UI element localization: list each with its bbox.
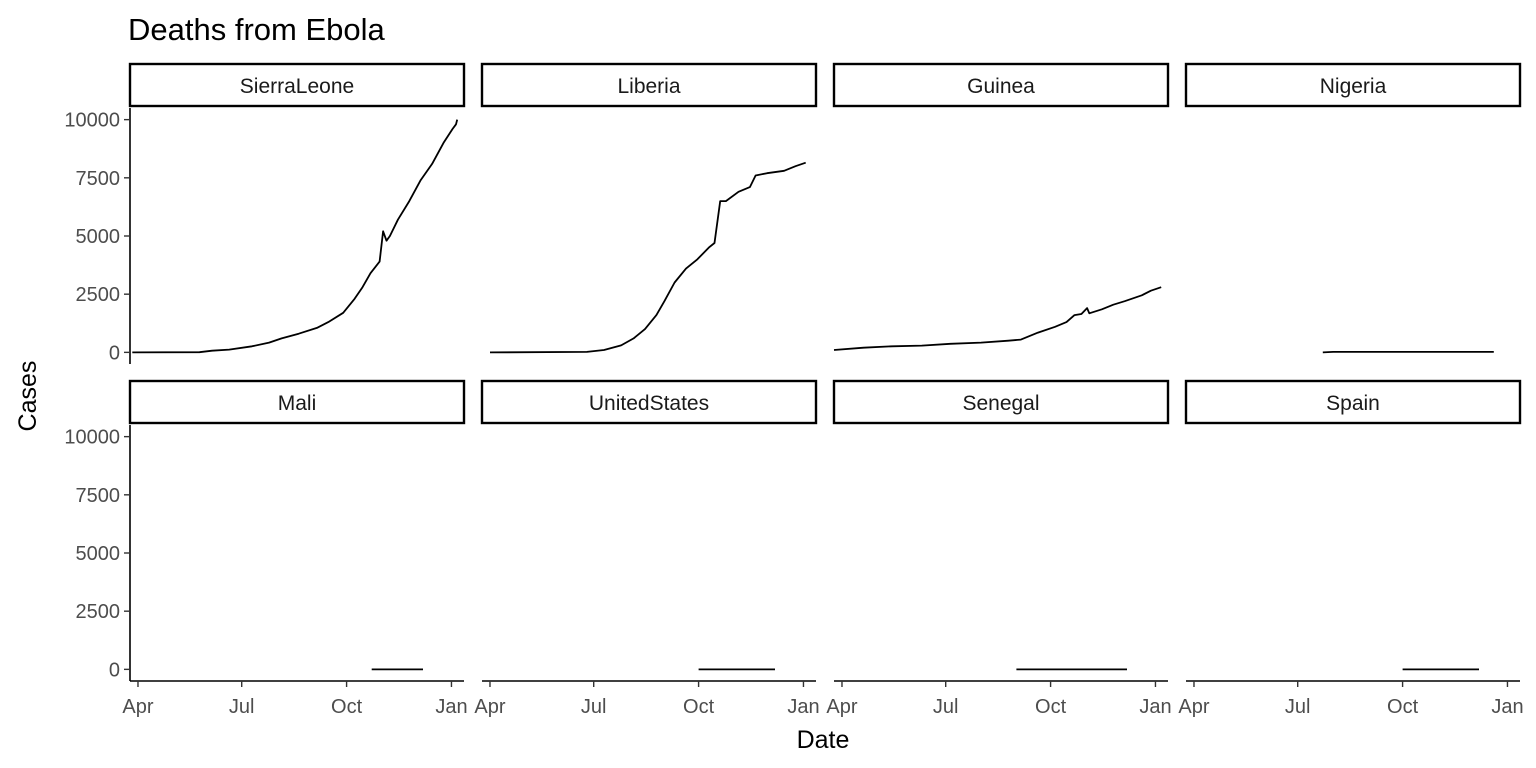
x-tick-label: Jan xyxy=(1491,696,1523,718)
x-tick-label: Jan xyxy=(787,696,819,718)
facet-strip xyxy=(128,62,466,108)
facet-strip xyxy=(1184,379,1522,425)
facet-panel: SierraLeone 0 2500 5000 7500 10000 xyxy=(64,62,466,364)
x-tick-label: Oct xyxy=(331,696,363,718)
facet-panel: Guinea xyxy=(832,62,1170,351)
series-line xyxy=(489,161,806,354)
facet-strip xyxy=(480,62,818,108)
facet-panel: Mali 0 2500 5000 7500 10000 Apr Jul Oct Jan xyxy=(64,379,468,718)
facet-strip-label: Spain xyxy=(1326,392,1380,415)
series-line xyxy=(833,286,1162,351)
facet-strip xyxy=(832,62,1170,108)
x-tick-label: Jul xyxy=(581,696,607,718)
x-tick-label: Jan xyxy=(435,696,467,718)
facet-panel: Senegal Apr Jul Oct Jan xyxy=(826,379,1172,718)
facet-strip-label: Liberia xyxy=(617,75,680,98)
y-tick-label: 10000 xyxy=(64,110,120,132)
y-tick-label: 0 xyxy=(109,659,120,681)
y-tick-label: 5000 xyxy=(76,543,121,565)
facet-strip-label: Senegal xyxy=(962,392,1039,415)
x-axis-title: Date xyxy=(797,726,850,754)
x-tick-label: Jan xyxy=(1139,696,1171,718)
chart-title: Deaths from Ebola xyxy=(128,12,385,47)
x-tick-label: Apr xyxy=(826,696,857,718)
y-tick-label: 0 xyxy=(109,342,120,364)
y-tick-label: 2500 xyxy=(76,601,121,623)
facet-strip xyxy=(1184,62,1522,108)
facet-strip-label: Guinea xyxy=(967,75,1035,98)
y-tick-label: 7500 xyxy=(76,485,121,507)
x-tick-label: Apr xyxy=(122,696,153,718)
x-tick-label: Apr xyxy=(474,696,505,718)
y-tick-label: 7500 xyxy=(76,168,121,190)
x-tick-label: Jul xyxy=(933,696,959,718)
facet-panel: Spain Apr Jul Oct Jan xyxy=(1178,379,1524,718)
facet-panel: Nigeria xyxy=(1184,62,1522,354)
facet-strip xyxy=(480,379,818,425)
y-tick-label: 2500 xyxy=(76,284,121,306)
facet-strip-label: Nigeria xyxy=(1320,75,1387,98)
y-tick-label: 5000 xyxy=(76,226,121,248)
x-tick-label: Apr xyxy=(1178,696,1209,718)
facet-strip xyxy=(832,379,1170,425)
facet-strip xyxy=(128,379,466,425)
facet-panel: Liberia xyxy=(480,62,818,354)
x-tick-label: Oct xyxy=(1035,696,1067,718)
series-line xyxy=(1322,350,1494,354)
facet-strip-label: UnitedStates xyxy=(589,392,709,415)
x-tick-label: Jul xyxy=(229,696,255,718)
y-tick-label: 10000 xyxy=(64,427,120,449)
facet-strip-label: SierraLeone xyxy=(240,75,354,98)
series-line xyxy=(132,119,459,354)
facet-panels: SierraLeone 0 2500 5000 7500 10000 Liberia Guin… xyxy=(64,62,1524,718)
x-tick-label: Oct xyxy=(683,696,715,718)
x-tick-label: Jul xyxy=(1285,696,1311,718)
x-tick-label: Oct xyxy=(1387,696,1419,718)
facet-panel: UnitedStates Apr Jul Oct Jan xyxy=(474,379,820,718)
facet-strip-label: Mali xyxy=(278,392,317,415)
y-axis-title: Cases xyxy=(14,361,42,432)
